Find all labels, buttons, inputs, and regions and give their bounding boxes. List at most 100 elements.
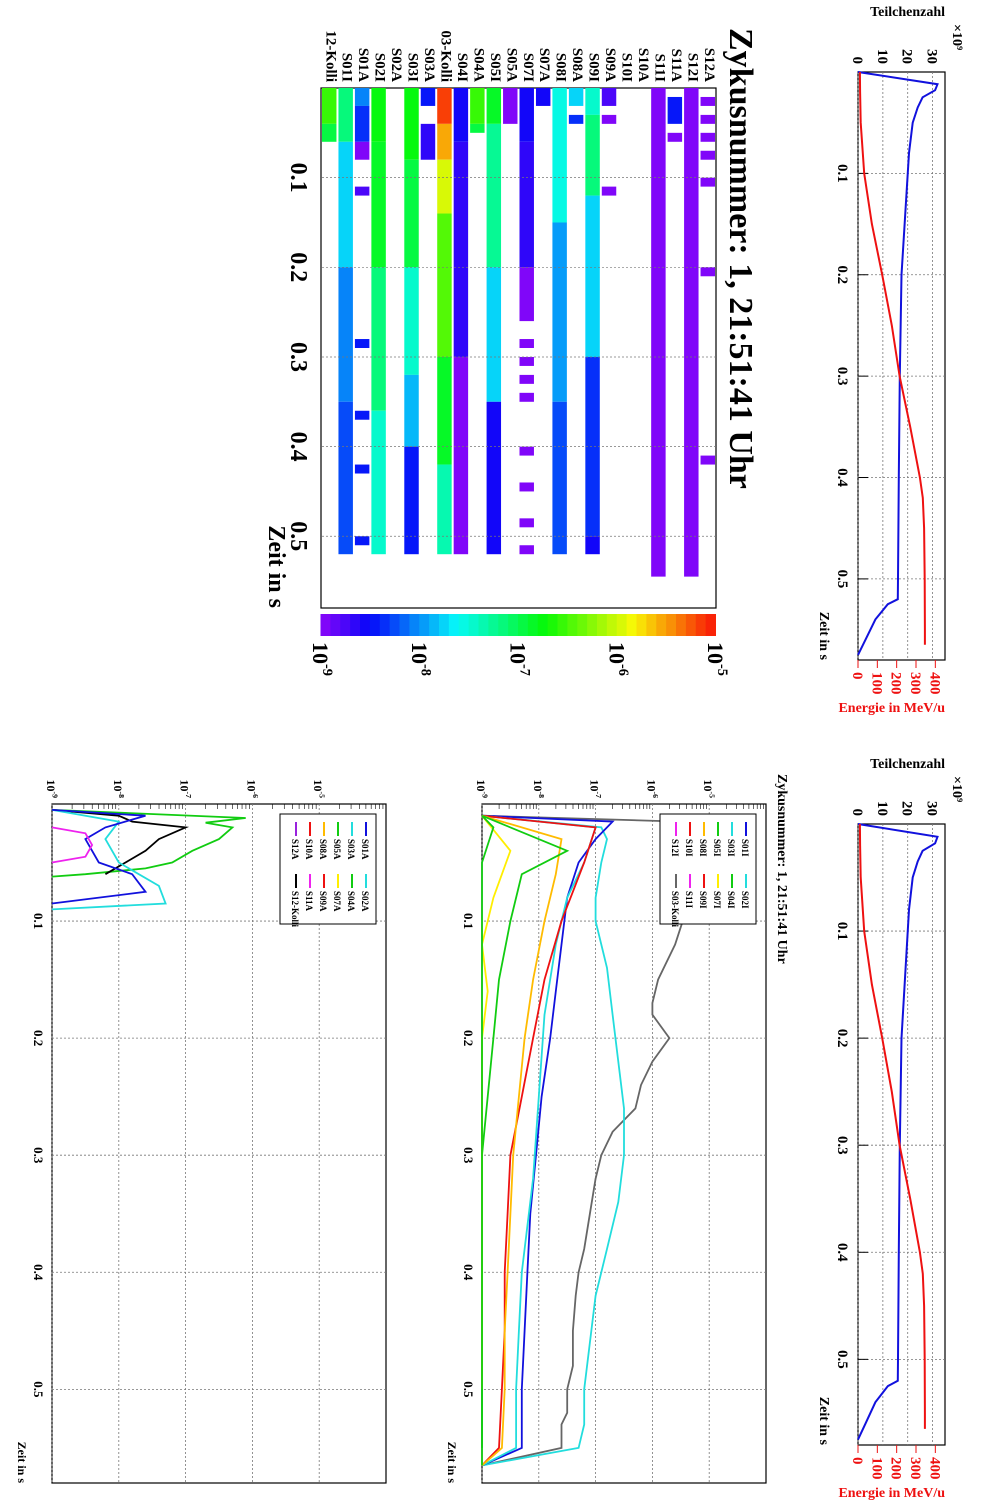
heat-cell — [470, 88, 485, 124]
heat-cell — [519, 339, 534, 349]
colorbar-step — [636, 614, 647, 636]
legend-label: S03A — [346, 839, 356, 860]
series-line-S04I — [481, 815, 495, 1448]
legend-label: S07A — [332, 891, 342, 912]
colorbar-step — [498, 614, 509, 636]
heat-cell — [453, 356, 469, 555]
heat-cell — [371, 410, 386, 555]
colorbar-step — [448, 614, 460, 636]
row-label: S04I — [454, 53, 470, 82]
heat-cell — [404, 267, 419, 375]
legend-label: S09A — [318, 891, 328, 912]
colorbar-step — [577, 614, 588, 636]
heat-cell — [322, 123, 337, 142]
x-axis-label: Zeit in s — [263, 525, 289, 608]
y-tick-label: 10 — [874, 801, 890, 816]
row-label: S07I — [520, 53, 536, 82]
heat-cell — [519, 545, 534, 555]
colorbar-step — [567, 614, 578, 636]
heat-cell — [486, 88, 502, 124]
colorbar-step — [626, 614, 637, 636]
heat-cell — [568, 114, 584, 124]
plot-frame — [320, 87, 717, 609]
x-tick-label: 0.5 — [31, 1381, 46, 1398]
colorbar-step — [557, 614, 568, 636]
plot-frame — [857, 71, 946, 661]
row-label: S01A — [355, 48, 371, 82]
energy-panel-top_left_panel-inner: 0.10.20.30.40.50 10 20 300 100 200 300 400×10⁹Z… — [816, 757, 964, 1501]
x-tick-label: 0.2 — [834, 265, 850, 284]
colorbar-step — [389, 614, 400, 636]
y2-axis-label: Energie in MeV/u — [838, 1486, 945, 1501]
series-line-S01A — [51, 809, 148, 905]
colorbar-step — [468, 614, 479, 636]
heat-cell — [601, 88, 617, 106]
x-tick-label: 0.2 — [461, 1030, 476, 1046]
colorbar-step — [439, 614, 450, 636]
heat-cell — [371, 267, 386, 411]
heat-cell — [519, 374, 534, 384]
y-tick-label: 10-7 — [588, 780, 603, 799]
energy-panel-top_right_panel-inner: 0.10.20.30.40.50 10 20 300 100 200 300 400×10⁹Z… — [816, 5, 964, 716]
y-tick-label: 10 — [874, 49, 890, 64]
row-label: S12I — [684, 53, 700, 82]
y2-tick-label: 400 — [926, 1457, 942, 1480]
heat-cell — [354, 339, 370, 349]
heat-cell — [371, 88, 386, 142]
heat-cell — [552, 88, 567, 223]
heat-cell — [453, 141, 469, 357]
colorbar-step — [508, 614, 519, 636]
x-tick-label: 0.3 — [834, 367, 850, 386]
heat-cell — [585, 195, 600, 357]
heat-cell — [585, 536, 600, 555]
x-tick-label: 0.5 — [461, 1381, 476, 1398]
row-label: S12A — [701, 48, 717, 82]
row-label: S11A — [668, 49, 684, 83]
legend-label: S07I — [712, 891, 722, 909]
colorbar-tick-label: 10-6 — [604, 642, 631, 676]
series-line-S08I — [481, 814, 563, 1467]
x-tick-label: 0.5 — [285, 521, 311, 551]
intensity-line — [857, 823, 939, 1441]
heat-cell — [552, 222, 567, 402]
heat-cell — [486, 267, 502, 402]
colorbar-tick-label: 10-8 — [407, 642, 434, 676]
colorbar-step — [369, 614, 381, 636]
heat-cell — [585, 88, 600, 115]
y2-tick-label: 200 — [888, 672, 904, 695]
heat-cell — [667, 96, 683, 124]
legend-label: S11A — [304, 891, 314, 912]
y-tick-label: 10-6 — [244, 780, 259, 799]
x-tick-label: 0.3 — [834, 1136, 850, 1155]
heat-cell — [338, 267, 353, 402]
heat-cell — [552, 401, 567, 555]
row-label: S02I — [372, 53, 388, 82]
heat-cell — [486, 123, 502, 268]
heat-cell — [354, 105, 370, 142]
colorbar-tick-label: 10-7 — [506, 642, 533, 676]
heat-cell — [667, 132, 683, 142]
heat-cell — [404, 159, 419, 268]
heat-cell — [338, 141, 353, 268]
x-axis-label: Zeit in s — [445, 1442, 459, 1484]
heat-cell — [519, 356, 534, 366]
heat-cell — [338, 401, 353, 555]
row-label: S02A — [388, 48, 404, 82]
row-label: S08I — [553, 53, 569, 82]
colorbar-step — [666, 614, 677, 636]
x-tick-label: 0.3 — [461, 1147, 476, 1164]
intensity-line — [857, 71, 939, 656]
y-tick-label: 20 — [899, 801, 915, 816]
series-line-S12-Kolli — [51, 809, 190, 875]
colorbar-step — [587, 614, 598, 636]
heat-cell — [585, 356, 600, 537]
channel-chart-mid_chart: 0.1 0.2 0.3 0.4 0.5 10-9 10-8 10-7 10-6 10-5 S01I S… — [445, 774, 789, 1484]
energy-line — [858, 823, 926, 1429]
colorbar-step — [656, 614, 667, 636]
x-tick-label: 0.3 — [31, 1147, 46, 1164]
y2-tick-label: 200 — [888, 1457, 904, 1480]
y-axis-label: Teilchenzahl — [870, 5, 945, 20]
heat-cell — [700, 150, 715, 160]
y-tick-label: 10-8 — [531, 780, 546, 799]
channel-chart-bottom_chart: 0.1 0.2 0.3 0.4 0.5 10-9 10-8 10-7 10-6 10-5 S01A S… — [15, 780, 387, 1484]
